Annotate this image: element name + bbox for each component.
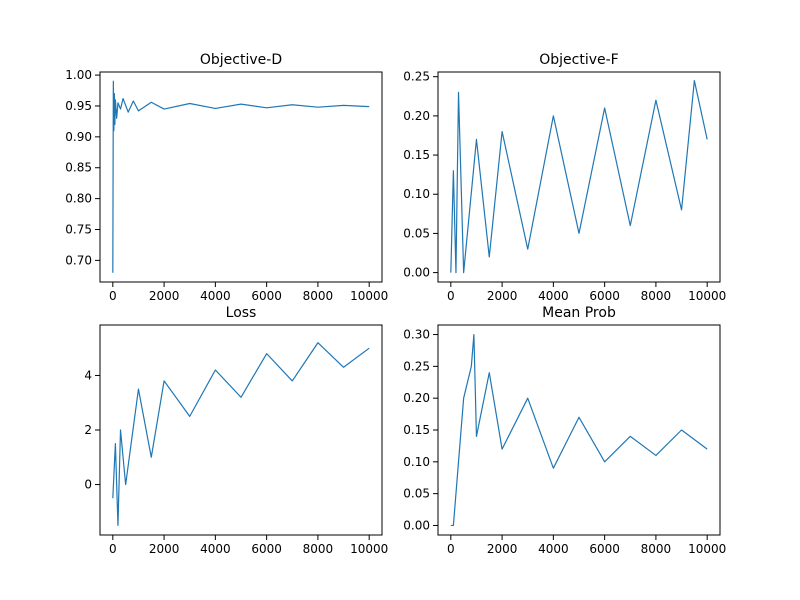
y-tick-label: 0.70 — [65, 253, 92, 267]
y-tick-label: 0.20 — [403, 109, 430, 123]
y-tick-label: 0.25 — [403, 359, 430, 373]
axes-frame — [99, 71, 383, 283]
y-tick-label: 0.05 — [403, 226, 430, 240]
y-tick-label: 0.05 — [403, 487, 430, 501]
axes-mean-prob: 0 2000 4000 6000 8000 10000 0.00 0.05 0.10 0.15 0.… — [403, 305, 726, 556]
series-line-0 — [450, 333, 708, 527]
x-tick-label: 10000 — [688, 289, 726, 303]
y-tick-label: 4 — [84, 368, 92, 382]
axes-objective-d: 0 2000 4000 6000 8000 10000 0.70 0.75 0.80 0.85 0.… — [65, 52, 388, 303]
axes-objective-f: 0 2000 4000 6000 8000 10000 0.00 0.05 0.10 0.15 0.… — [403, 52, 726, 303]
axes-frame — [437, 324, 721, 536]
x-tick-label: 10000 — [350, 542, 388, 556]
y-tick-label: 0.20 — [403, 391, 430, 405]
axes-frame — [437, 71, 721, 283]
y-tick-label: 0.10 — [403, 455, 430, 469]
x-tick-label: 2000 — [149, 289, 180, 303]
chart-title: Loss — [226, 305, 257, 321]
x-tick-label: 0 — [447, 542, 455, 556]
x-tick-label: 8000 — [303, 289, 334, 303]
chart-title: Mean Prob — [542, 305, 616, 321]
x-tick-label: 4000 — [200, 542, 231, 556]
y-tick-label: 0.00 — [403, 266, 430, 280]
x-tick-label: 10000 — [688, 542, 726, 556]
y-tick-label: 0.75 — [65, 223, 92, 237]
axes-loss: 0 2000 4000 6000 8000 10000 0 2 4 Loss — [84, 305, 388, 556]
y-tick-label: 0.85 — [65, 161, 92, 175]
x-tick-label: 6000 — [589, 542, 620, 556]
series-line-0 — [112, 342, 370, 527]
y-tick-label: 0 — [84, 478, 92, 492]
y-tick-label: 0.80 — [65, 192, 92, 206]
y-tick-label: 1.00 — [65, 68, 92, 82]
x-tick-label: 0 — [109, 542, 117, 556]
x-tick-label: 6000 — [251, 289, 282, 303]
axes-frame — [99, 324, 383, 536]
x-tick-label: 4000 — [200, 289, 231, 303]
x-tick-label: 6000 — [589, 289, 620, 303]
x-tick-label: 0 — [109, 289, 117, 303]
y-tick-label: 0.00 — [403, 518, 430, 532]
x-tick-label: 2000 — [487, 542, 518, 556]
x-tick-label: 6000 — [251, 542, 282, 556]
y-tick-label: 0.90 — [65, 130, 92, 144]
x-tick-label: 8000 — [303, 542, 334, 556]
y-tick-label: 0.30 — [403, 328, 430, 342]
x-tick-label: 2000 — [487, 289, 518, 303]
x-tick-label: 10000 — [350, 289, 388, 303]
y-tick-label: 0.95 — [65, 99, 92, 113]
y-tick-label: 0.15 — [403, 148, 430, 162]
x-tick-label: 8000 — [641, 542, 672, 556]
chart-title: Objective-F — [539, 52, 619, 68]
x-tick-label: 8000 — [641, 289, 672, 303]
y-tick-label: 0.10 — [403, 187, 430, 201]
series-line-0 — [112, 80, 370, 273]
chart-title: Objective-D — [200, 52, 282, 68]
y-tick-label: 0.25 — [403, 70, 430, 84]
x-tick-label: 4000 — [538, 289, 569, 303]
y-tick-label: 2 — [84, 423, 92, 437]
series-line-0 — [450, 80, 708, 274]
x-tick-label: 4000 — [538, 542, 569, 556]
x-tick-label: 2000 — [149, 542, 180, 556]
y-tick-label: 0.15 — [403, 423, 430, 437]
x-tick-label: 0 — [447, 289, 455, 303]
